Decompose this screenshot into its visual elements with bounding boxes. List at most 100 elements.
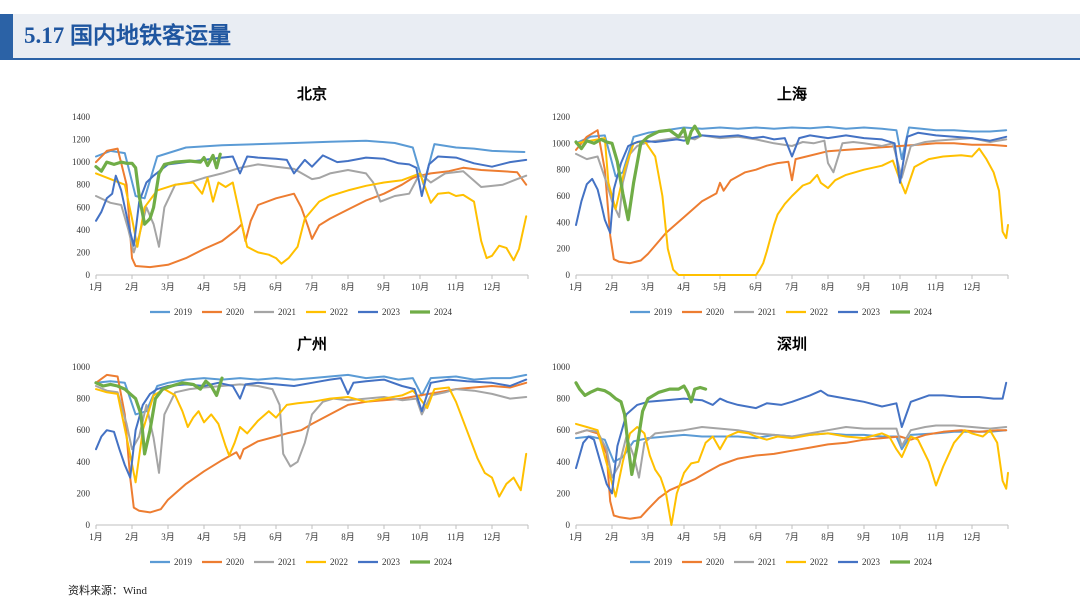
y-tick-label: 800 [557,165,571,175]
legend-label-2021: 2021 [758,307,776,317]
series-line-2024 [574,124,702,222]
y-tick-label: 800 [77,180,91,190]
x-tick-label: 5月 [713,282,727,292]
series-line-2020 [575,129,1008,265]
legend-label-2024: 2024 [914,557,933,567]
chart-title: 上海 [777,85,807,103]
x-tick-label: 10月 [891,282,909,292]
x-tick-label: 11月 [927,282,945,292]
y-tick-label: 1000 [552,362,571,372]
x-tick-label: 1月 [89,532,103,542]
legend-label-2024: 2024 [914,307,933,317]
series-line-2023 [575,381,1008,495]
legend-label-2021: 2021 [278,307,296,317]
chart-shanghai: 上海 0 200 400 600 800 1000 1200 1月 2月 3月 4月 5月 6月 7月 8月 9… [538,80,1018,330]
x-tick-label: 4月 [677,282,691,292]
series-line-2024 [94,376,224,456]
x-tick-label: 10月 [891,532,909,542]
legend-label-2022: 2022 [810,307,828,317]
header-band [0,14,1080,58]
y-tick-label: 800 [557,394,571,404]
series-line-2020 [575,429,1008,520]
x-tick-label: 11月 [447,532,465,542]
x-tick-label: 6月 [749,532,763,542]
series-line-2021 [575,134,1008,219]
x-tick-label: 11月 [447,282,465,292]
legend-label-2021: 2021 [758,557,776,567]
legend-label-2020: 2020 [706,557,725,567]
chart-shanghai-svg: 上海 0 200 400 600 800 1000 1200 1月 2月 3月 4月 5月 6月 7月 8月 9… [552,85,1009,317]
y-tick-label: 600 [557,425,571,435]
series-line-2019 [575,125,1008,178]
y-tick-label: 600 [77,425,91,435]
y-tick-label: 1400 [72,112,91,122]
chart-title: 北京 [297,85,327,103]
y-tick-label: 0 [86,520,91,530]
x-tick-label: 5月 [233,532,247,542]
chart-shenzhen-svg: 深圳 0 200 400 600 800 1000 1月 2月 3月 4月 5月 6月 7月 8月 9月 10月… [552,335,1009,567]
series-line-2024 [94,152,222,226]
chart-shenzhen: 深圳 0 200 400 600 800 1000 1月 2月 3月 4月 5月 6月 7月 8月 9月 10月… [538,330,1018,580]
legend-label-2020: 2020 [226,557,245,567]
header-accent-bar [0,14,13,58]
source-note: 资料来源：Wind [68,585,147,597]
header-divider [0,58,1080,60]
series-line-2022 [575,422,1009,526]
x-tick-label: 4月 [197,532,211,542]
y-tick-label: 400 [77,457,91,467]
y-tick-label: 200 [77,247,91,257]
y-tick-label: 1000 [72,362,91,372]
y-tick-label: 1200 [72,135,91,145]
y-tick-label: 400 [557,457,571,467]
series-line-2020 [95,373,528,514]
series-line-2020 [95,147,528,269]
series-line-2021 [95,383,528,474]
chart-title: 深圳 [777,335,807,353]
x-tick-label: 4月 [677,532,691,542]
header: 5.17 国内地铁客运量 [0,0,1080,62]
chart-guangzhou-svg: 广州 0 200 400 600 800 1000 1月 2月 3月 4月 5月 6月 7月 8月 9月 10月… [72,335,529,567]
legend-label-2024: 2024 [434,557,453,567]
x-tick-label: 2月 [125,282,139,292]
x-tick-label: 10月 [411,532,429,542]
x-tick-label: 8月 [821,282,835,292]
legend-label-2022: 2022 [330,557,348,567]
series-line-2024 [574,381,708,476]
x-tick-label: 2月 [125,532,139,542]
y-tick-label: 200 [557,488,571,498]
legend-label-2019: 2019 [654,307,673,317]
series-line-2022 [95,386,528,498]
x-tick-label: 6月 [749,282,763,292]
series-line-2019 [95,139,526,200]
x-tick-label: 6月 [269,282,283,292]
chart-guangzhou: 广州 0 200 400 600 800 1000 1月 2月 3月 4月 5月 6月 7月 8月 9月 10月… [58,330,538,580]
y-tick-label: 1000 [72,157,91,167]
legend-label-2022: 2022 [810,557,828,567]
x-tick-label: 1月 [569,282,583,292]
x-tick-label: 5月 [233,282,247,292]
x-tick-label: 4月 [197,282,211,292]
y-tick-label: 0 [566,520,571,530]
page-title: 5.17 国内地铁客运量 [24,23,231,48]
chart-beijing: 北京 0 200 400 600 800 1000 1200 1400 1月 2月 3月 4月 5月 6月 7… [58,80,538,330]
legend-label-2021: 2021 [278,557,296,567]
legend-label-2019: 2019 [174,307,193,317]
x-tick-label: 1月 [569,532,583,542]
x-tick-label: 12月 [483,282,501,292]
x-tick-label: 7月 [785,282,799,292]
x-tick-label: 3月 [161,532,175,542]
legend-label-2023: 2023 [862,307,881,317]
y-tick-label: 800 [77,394,91,404]
legend-label-2024: 2024 [434,307,453,317]
y-tick-label: 200 [77,488,91,498]
y-tick-label: 400 [557,217,571,227]
x-tick-label: 12月 [963,282,981,292]
series-line-2023 [95,377,528,479]
x-tick-label: 1月 [89,282,103,292]
legend-label-2022: 2022 [330,307,348,317]
y-tick-label: 600 [557,191,571,201]
series-line-2022 [575,137,1009,276]
y-tick-label: 600 [77,202,91,212]
x-tick-label: 3月 [641,532,655,542]
x-tick-label: 9月 [377,282,391,292]
